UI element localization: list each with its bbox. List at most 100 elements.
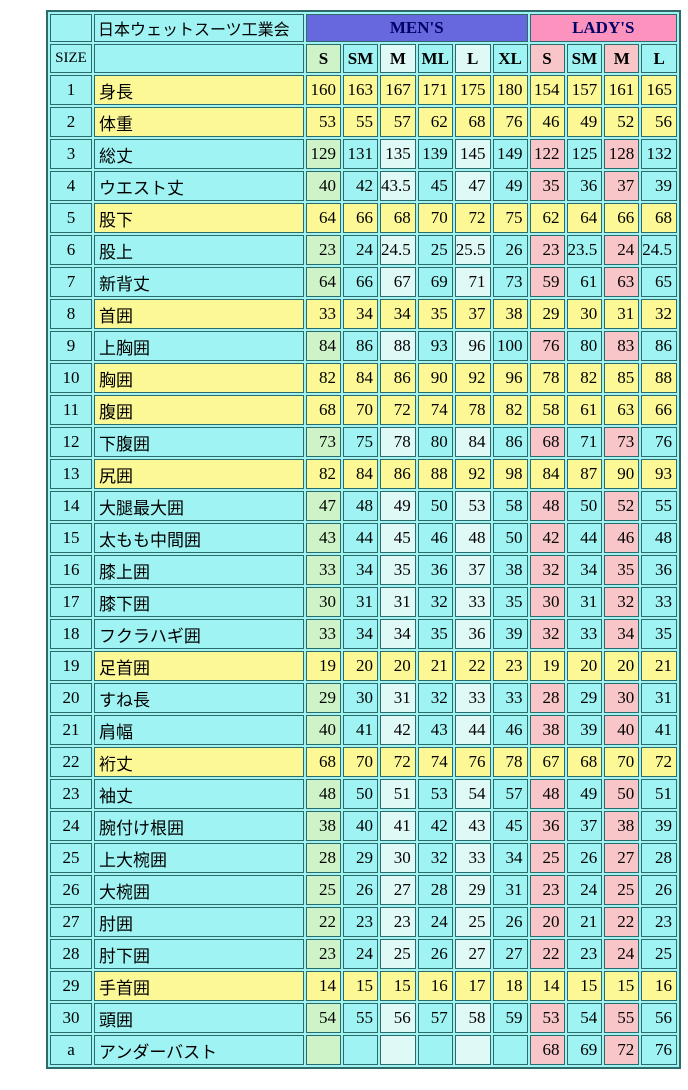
measurement-value-cell: 64: [306, 267, 341, 297]
measurement-value-cell: 38: [492, 555, 528, 585]
measurement-value-cell: 72: [641, 747, 677, 777]
measurement-value-cell: 14: [529, 971, 565, 1001]
measurement-value-cell: 72: [454, 203, 491, 233]
measurement-value-cell: 50: [604, 779, 640, 809]
measurement-value-cell: 75: [492, 203, 528, 233]
measurement-value-cell: 132: [641, 139, 677, 169]
measurement-value-cell: 24.5: [641, 235, 677, 265]
measurement-value-cell: 21: [417, 651, 453, 681]
row-number-cell: 30: [50, 1003, 92, 1033]
measurement-value-cell: 17: [454, 971, 491, 1001]
measurement-value-cell: 68: [529, 427, 565, 457]
measurement-value-cell: 48: [529, 491, 565, 521]
measurement-value-cell: 35: [492, 587, 528, 617]
measurement-value-cell: [417, 1035, 453, 1065]
measurement-value-cell: 84: [454, 427, 491, 457]
measurement-row-1: 1 身長 160 163 167 171 175 180 154 157 161 165: [50, 75, 677, 105]
measurement-value-cell: 68: [454, 107, 491, 137]
measurement-value-cell: 40: [306, 171, 341, 201]
measurement-value-cell: 22: [529, 939, 565, 969]
measurement-value-cell: 49: [492, 171, 528, 201]
measurement-value-cell: 74: [417, 747, 453, 777]
measurement-label-cell: 腹囲: [94, 395, 304, 425]
measurement-value-cell: 30: [343, 683, 378, 713]
measurement-label-cell: 袖丈: [94, 779, 304, 809]
size-label-cell: SIZE: [50, 44, 92, 73]
measurement-value-cell: 53: [454, 491, 491, 521]
measurement-value-cell: 48: [529, 779, 565, 809]
measurement-value-cell: 73: [306, 427, 341, 457]
measurement-value-cell: 84: [306, 331, 341, 361]
measurement-value-cell: 33: [454, 683, 491, 713]
measurement-label-cell: 上胸囲: [94, 331, 304, 361]
measurement-value-cell: 82: [566, 363, 603, 393]
measurement-label-cell: 肘下囲: [94, 939, 304, 969]
measurement-value-cell: 84: [343, 363, 378, 393]
measurement-value-cell: 63: [604, 395, 640, 425]
measurement-value-cell: 54: [306, 1003, 341, 1033]
measurement-value-cell: 27: [492, 939, 528, 969]
measurement-value-cell: 20: [604, 651, 640, 681]
measurement-value-cell: 38: [492, 299, 528, 329]
measurement-value-cell: 48: [641, 523, 677, 553]
measurement-value-cell: 165: [641, 75, 677, 105]
measurement-value-cell: 80: [417, 427, 453, 457]
measurement-value-cell: 76: [529, 331, 565, 361]
measurement-value-cell: 135: [380, 139, 416, 169]
measurement-value-cell: 49: [380, 491, 416, 521]
measurement-value-cell: 31: [604, 299, 640, 329]
measurement-value-cell: 44: [566, 523, 603, 553]
measurement-label-cell: すね長: [94, 683, 304, 713]
measurement-value-cell: 58: [454, 1003, 491, 1033]
measurement-row-19: 19 足首囲 19 20 20 21 22 23 19 20 20 21: [50, 651, 677, 681]
measurement-value-cell: 31: [380, 587, 416, 617]
measurement-value-cell: 100: [492, 331, 528, 361]
measurement-value-cell: 22: [306, 907, 341, 937]
measurement-value-cell: 62: [417, 107, 453, 137]
measurement-value-cell: 24: [417, 907, 453, 937]
measurement-value-cell: 51: [380, 779, 416, 809]
measurement-value-cell: 34: [343, 555, 378, 585]
measurement-value-cell: 84: [529, 459, 565, 489]
measurement-value-cell: 90: [417, 363, 453, 393]
size-col-header-ladys-m: M: [604, 44, 640, 73]
measurement-value-cell: 61: [566, 395, 603, 425]
measurement-value-cell: 49: [566, 779, 603, 809]
measurement-value-cell: 56: [641, 1003, 677, 1033]
measurement-value-cell: 36: [566, 171, 603, 201]
measurement-value-cell: 45: [492, 811, 528, 841]
measurement-value-cell: 78: [380, 427, 416, 457]
measurement-value-cell: 36: [454, 619, 491, 649]
measurement-value-cell: 44: [454, 715, 491, 745]
row-number-cell: 25: [50, 843, 92, 873]
measurement-value-cell: 76: [492, 107, 528, 137]
measurement-value-cell: 131: [343, 139, 378, 169]
measurement-value-cell: 46: [492, 715, 528, 745]
measurement-value-cell: 23: [641, 907, 677, 937]
measurement-value-cell: 24: [566, 875, 603, 905]
measurement-value-cell: 88: [380, 331, 416, 361]
measurement-value-cell: 45: [380, 523, 416, 553]
measurement-label-cell: 大腿最大囲: [94, 491, 304, 521]
row-number-cell: 8: [50, 299, 92, 329]
measurement-value-cell: 44: [343, 523, 378, 553]
measurement-label-cell: 股下: [94, 203, 304, 233]
measurement-value-cell: 34: [343, 299, 378, 329]
measurement-value-cell: 31: [380, 683, 416, 713]
row-number-cell: 22: [50, 747, 92, 777]
measurement-value-cell: 45: [417, 171, 453, 201]
measurement-row-2: 2 体重 53 55 57 62 68 76 46 49 52 56: [50, 107, 677, 137]
measurement-value-cell: 73: [604, 427, 640, 457]
row-number-cell: 15: [50, 523, 92, 553]
measurement-row-11: 11 腹囲 68 70 72 74 78 82 58 61 63 66: [50, 395, 677, 425]
measurement-value-cell: 83: [604, 331, 640, 361]
measurement-value-cell: 26: [492, 235, 528, 265]
measurement-value-cell: 33: [454, 843, 491, 873]
measurement-value-cell: 96: [492, 363, 528, 393]
row-number-cell: 18: [50, 619, 92, 649]
measurement-value-cell: 149: [492, 139, 528, 169]
measurement-value-cell: 37: [454, 299, 491, 329]
measurement-value-cell: 16: [641, 971, 677, 1001]
measurement-value-cell: 84: [343, 459, 378, 489]
measurement-value-cell: 86: [343, 331, 378, 361]
